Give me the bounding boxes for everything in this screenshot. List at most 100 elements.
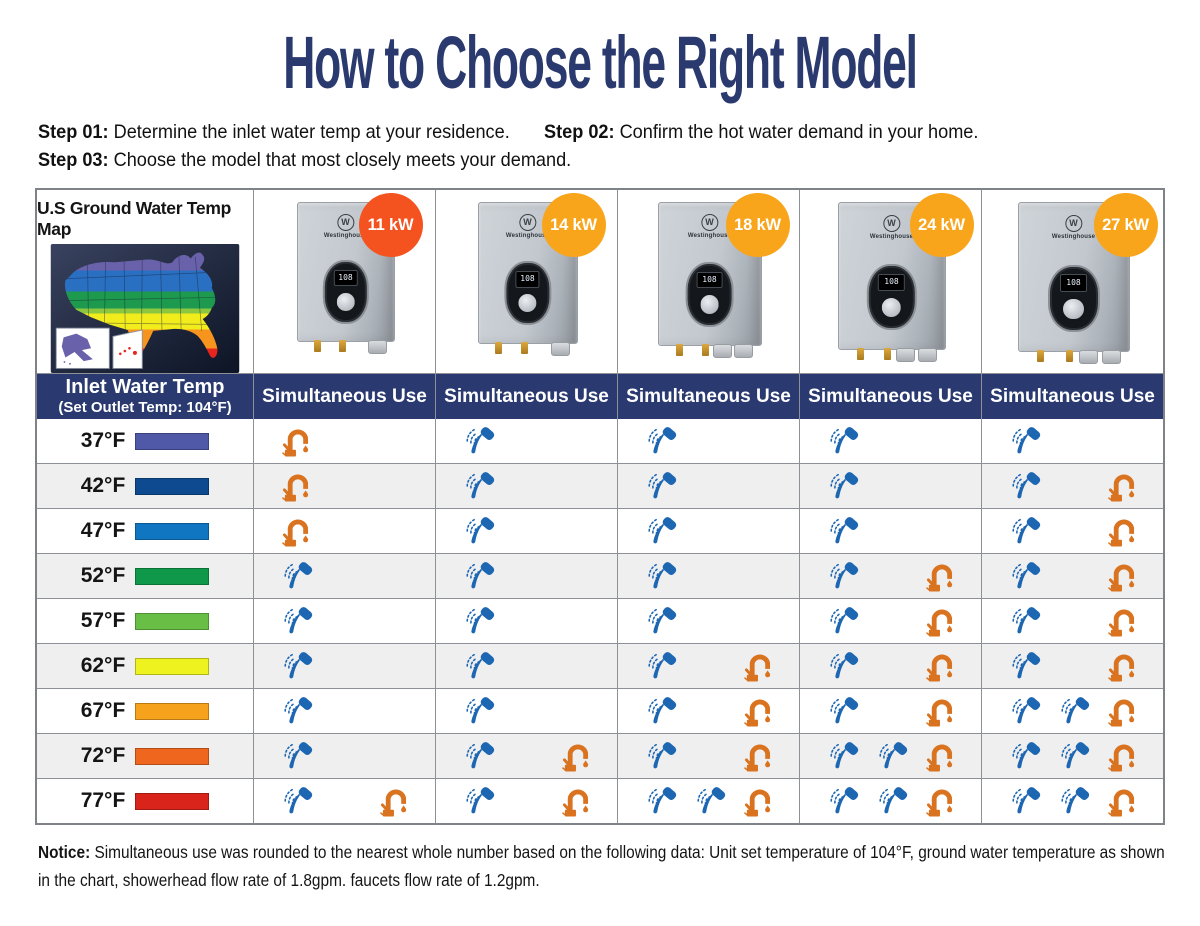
showerhead-icon <box>1061 742 1090 769</box>
faucet-icon <box>744 789 771 816</box>
water-fitting <box>856 348 864 360</box>
step-01-text: Determine the inlet water temp at your r… <box>113 121 510 143</box>
map-heading: U.S Ground Water Temp Map <box>37 198 231 239</box>
inlet-temp-label: 42°F <box>80 474 126 497</box>
westinghouse-logo-icon: W <box>882 214 900 232</box>
control-knob <box>697 292 722 318</box>
usage-cell <box>253 779 435 823</box>
usage-cell <box>981 644 1163 688</box>
faucet-icon <box>1108 654 1135 681</box>
faucet-icon <box>926 744 953 771</box>
showerhead-icon <box>830 697 859 724</box>
power-badge: 27 kW <box>1093 193 1158 257</box>
usage-cell <box>253 644 435 688</box>
cable-gland <box>712 344 732 358</box>
control-knob <box>878 294 905 321</box>
usage-cell <box>435 554 617 598</box>
showerhead-icon <box>648 652 677 679</box>
showerhead-icon <box>466 652 495 679</box>
usage-cell <box>981 689 1163 733</box>
usage-cell <box>253 734 435 778</box>
showerhead-icon <box>830 427 859 454</box>
table-row: 37°F <box>37 419 1163 463</box>
showerhead-icon <box>284 787 313 814</box>
heater-body: W Westinghouse 108 <box>1017 202 1130 364</box>
faucet-icon <box>744 654 771 681</box>
usage-cell <box>617 689 799 733</box>
temp-swatch <box>135 612 210 630</box>
cable-gland <box>918 348 938 362</box>
cable-gland <box>734 344 754 358</box>
usage-cell <box>799 599 981 643</box>
usage-cell <box>981 554 1163 598</box>
usage-cell <box>799 464 981 508</box>
westinghouse-logo-icon: W <box>336 214 354 232</box>
page-title: How to Choose the Right Model <box>283 21 918 104</box>
inlet-temp-cell: 67°F <box>37 689 253 733</box>
cable-gland <box>1078 350 1098 364</box>
water-fitting <box>520 342 528 354</box>
westinghouse-logo-icon: W <box>1064 214 1082 232</box>
usage-cell <box>253 509 435 553</box>
faucet-icon <box>744 699 771 726</box>
faucet-icon <box>1108 699 1135 726</box>
showerhead-icon <box>830 652 859 679</box>
showerhead-icon <box>284 697 313 724</box>
steps-line-2: Step 03: Choose the model that most clos… <box>38 146 1191 174</box>
usage-cell <box>981 464 1163 508</box>
faucet-icon <box>926 564 953 591</box>
step-03-label: Step 03: <box>38 149 109 171</box>
usage-cell <box>799 734 981 778</box>
usage-cell <box>617 554 799 598</box>
usage-cell <box>253 599 435 643</box>
usage-cell <box>799 554 981 598</box>
notice: Notice: Simultaneous use was rounded to … <box>38 838 1169 895</box>
brand-name: Westinghouse <box>687 233 732 240</box>
showerhead-icon <box>1061 697 1090 724</box>
brand-name: Westinghouse <box>323 233 368 240</box>
cable-gland <box>1101 350 1121 364</box>
inlet-temp-cell: 72°F <box>37 734 253 778</box>
power-badge: 18 kW <box>725 193 790 257</box>
inlet-temp-cell: 62°F <box>37 644 253 688</box>
water-fitting <box>313 340 321 352</box>
brand-name: Westinghouse <box>869 233 914 240</box>
faucet-icon <box>282 519 309 546</box>
inlet-header-line1: Inlet Water Temp <box>65 376 225 399</box>
usage-cell <box>253 689 435 733</box>
faucet-icon <box>1108 564 1135 591</box>
water-heater-product: W Westinghouse 108 14 kW <box>477 193 606 356</box>
faucet-icon <box>1108 789 1135 816</box>
usage-cell <box>435 734 617 778</box>
showerhead-icon <box>284 607 313 634</box>
inlet-temp-label: 62°F <box>80 654 126 677</box>
showerhead-icon <box>1012 697 1041 724</box>
inlet-temp-label: 72°F <box>80 744 126 767</box>
westinghouse-logo: W Westinghouse <box>688 214 731 239</box>
product-cell: W Westinghouse 108 27 kW <box>981 190 1163 373</box>
showerhead-icon <box>466 562 495 589</box>
water-fitting <box>1037 350 1045 362</box>
control-panel: 108 <box>868 265 915 329</box>
power-badge: 14 kW <box>541 193 606 257</box>
faucet-icon <box>282 429 309 456</box>
usage-cell <box>253 419 435 463</box>
temperature-display: 108 <box>333 269 358 287</box>
temp-swatch <box>135 747 210 765</box>
showerhead-icon <box>466 517 495 544</box>
water-fitting <box>675 344 683 356</box>
inlet-temp-label: 52°F <box>80 564 126 587</box>
showerhead-icon <box>1012 562 1041 589</box>
temp-swatch <box>135 432 210 450</box>
product-cell: W Westinghouse 108 18 kW <box>617 190 799 373</box>
temperature-display: 108 <box>878 273 905 291</box>
usage-cell <box>617 509 799 553</box>
showerhead-icon <box>1012 607 1041 634</box>
control-panel: 108 <box>1049 266 1098 330</box>
showerhead-icon <box>648 607 677 634</box>
faucet-icon <box>1108 519 1135 546</box>
showerhead-icon <box>648 517 677 544</box>
showerhead-icon <box>830 472 859 499</box>
us-ground-water-temp-map <box>50 244 240 373</box>
usage-cell <box>981 779 1163 823</box>
